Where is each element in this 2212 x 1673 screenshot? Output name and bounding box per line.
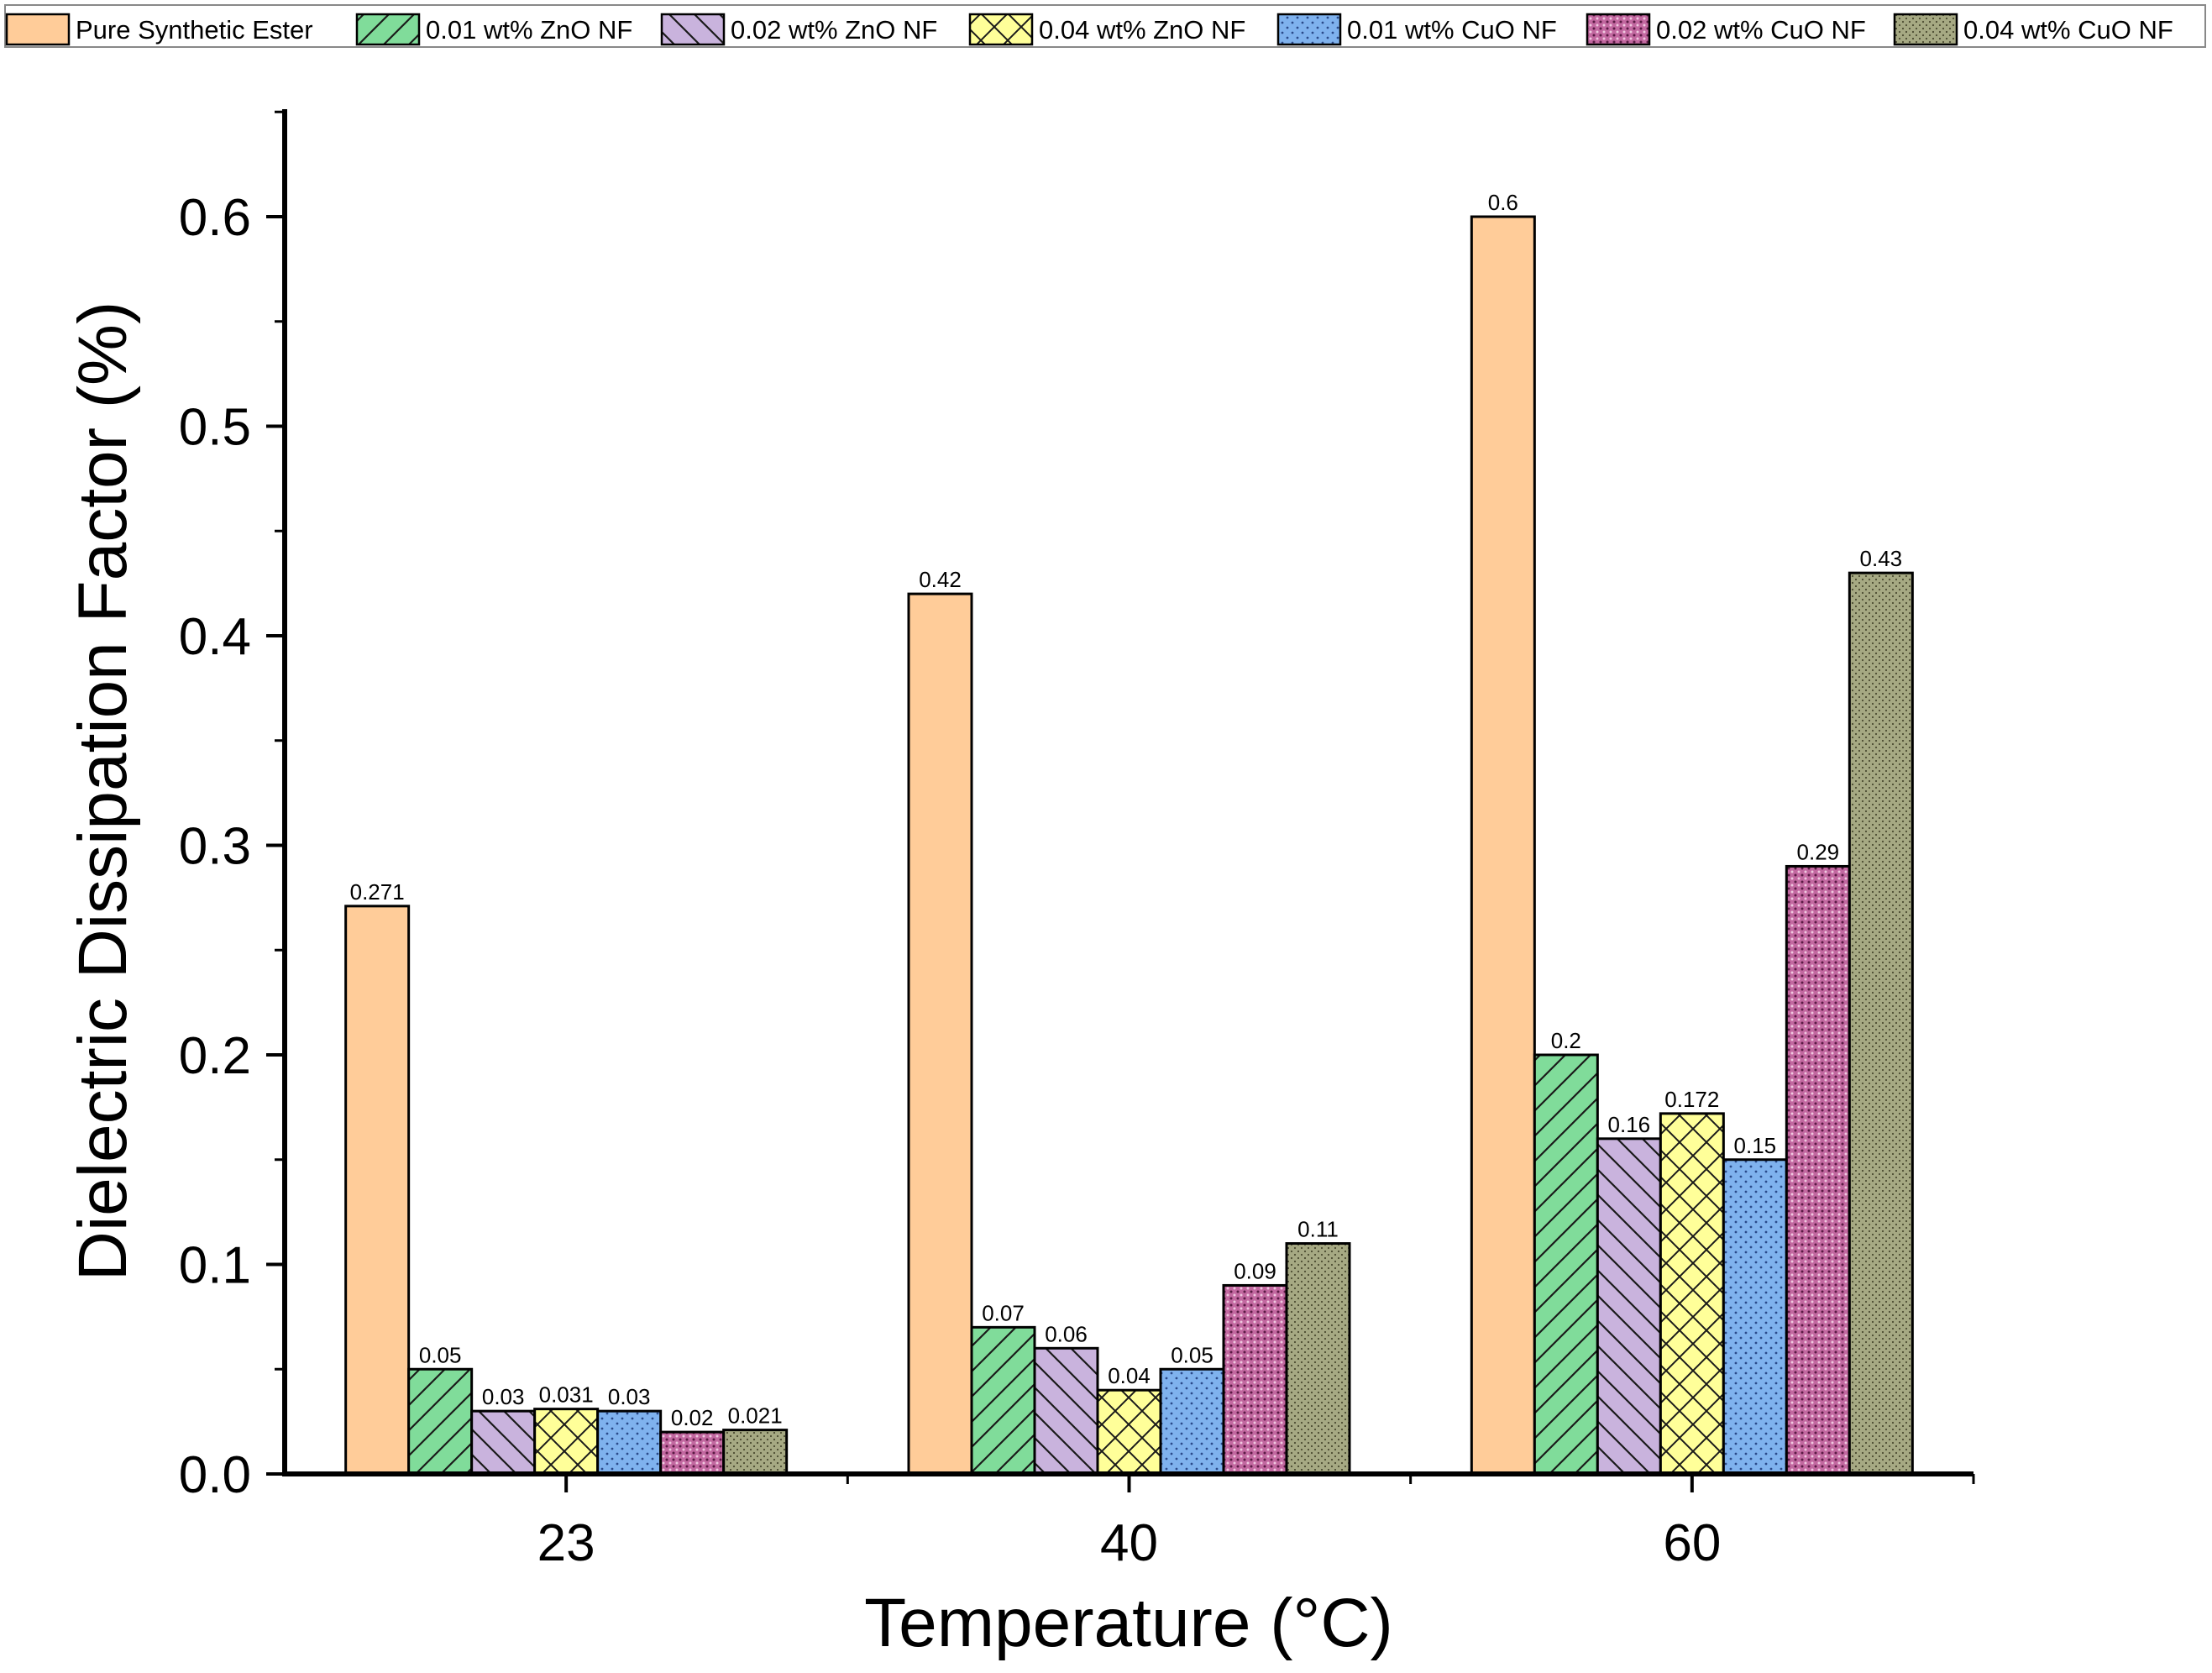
y-tick-label: 0.5 — [179, 399, 251, 457]
data-label: 0.031 — [539, 1382, 594, 1408]
x-tick-label: 40 — [1100, 1514, 1158, 1572]
bar-0-02-wt-zno-nf-40-pattern — [1035, 1348, 1098, 1474]
y-axis-title: Dielectric Dissipation Factor (%) — [65, 302, 141, 1282]
bar-pure-synthetic-ester-40-fill — [909, 594, 972, 1474]
legend-pure-synthetic-ester-swatch-border — [5, 13, 71, 46]
bar-0-04-wt-cuo-nf-23-pattern — [723, 1429, 787, 1474]
legend-0-04-wt-cuo-nf-swatch-pattern — [1895, 14, 1957, 45]
legend-0-01-wt-cuo-nf-label: 0.01 wt% CuO NF — [1347, 15, 1557, 45]
y-tick-label: 0.6 — [179, 189, 251, 247]
x-tick-label: 23 — [537, 1514, 595, 1572]
legend-0-01-wt-zno-nf-label: 0.01 wt% ZnO NF — [426, 15, 632, 45]
bar-0-02-wt-zno-nf-23-pattern — [471, 1411, 535, 1474]
legend-0-04-wt-zno-nf-swatch-pattern — [970, 14, 1032, 45]
legend-pure-synthetic-ester-label: Pure Synthetic Ester — [76, 15, 313, 45]
legend-0-02-wt-zno-nf-swatch-border — [660, 13, 726, 46]
data-label: 0.09 — [1234, 1258, 1276, 1283]
data-label: 0.05 — [1171, 1342, 1213, 1367]
bar-0-02-wt-cuo-nf-60-pattern — [1786, 866, 1850, 1474]
data-label: 0.15 — [1734, 1133, 1777, 1158]
data-labels: 0.271 0.05 0.03 0.031 0.03 0.02 0.021 0.42 0.07 0… — [350, 190, 1903, 1430]
legend-pure-synthetic-ester-swatch — [7, 14, 69, 45]
bar-0-01-wt-cuo-nf-40-pattern — [1161, 1369, 1224, 1474]
data-label: 0.2 — [1551, 1028, 1581, 1053]
legend-0-02-wt-zno-nf-swatch-pattern — [662, 14, 724, 45]
bar-0-04-wt-zno-nf-40-pattern — [1098, 1390, 1161, 1474]
data-label: 0.021 — [728, 1403, 783, 1429]
legend-0-02-wt-cuo-nf-swatch-pattern — [1587, 14, 1649, 45]
data-label: 0.11 — [1297, 1217, 1339, 1242]
data-label: 0.05 — [419, 1342, 462, 1367]
data-label: 0.02 — [671, 1405, 714, 1430]
x-axis-ticks: 23 40 60 — [537, 1474, 1975, 1572]
bar-0-04-wt-zno-nf-23-pattern — [534, 1408, 598, 1474]
data-label: 0.172 — [1664, 1087, 1719, 1112]
legend-0-04-wt-zno-nf-swatch-border — [968, 13, 1034, 46]
y-tick-label: 0.2 — [179, 1027, 251, 1085]
y-tick-label: 0.1 — [179, 1237, 251, 1295]
bar-pure-synthetic-ester-23-fill — [345, 905, 409, 1474]
bar-0-02-wt-cuo-nf-23-pattern — [660, 1432, 724, 1474]
legend-0-04-wt-zno-nf-label: 0.04 wt% ZnO NF — [1039, 15, 1245, 45]
bar-0-01-wt-cuo-nf-60-pattern — [1723, 1159, 1787, 1474]
bar-pure-synthetic-ester-60-fill — [1471, 217, 1535, 1474]
data-label: 0.6 — [1488, 190, 1518, 215]
bar-0-04-wt-cuo-nf-40-pattern — [1287, 1243, 1350, 1474]
bar-0-01-wt-zno-nf-40-pattern — [972, 1327, 1035, 1474]
legend-0-04-wt-cuo-nf-swatch-border — [1893, 13, 1958, 46]
data-label: 0.29 — [1797, 839, 1840, 864]
data-label: 0.271 — [350, 879, 405, 905]
data-label: 0.43 — [1860, 546, 1903, 571]
legend-0-02-wt-zno-nf-label: 0.02 wt% ZnO NF — [731, 15, 937, 45]
bars — [344, 215, 1914, 1476]
bar-0-02-wt-cuo-nf-40-pattern — [1224, 1285, 1287, 1474]
bar-0-04-wt-cuo-nf-60-pattern — [1849, 573, 1913, 1474]
y-tick-label: 0.4 — [179, 608, 251, 666]
data-label: 0.07 — [982, 1300, 1025, 1325]
data-label: 0.06 — [1045, 1321, 1088, 1346]
legend-0-01-wt-cuo-nf-swatch-pattern — [1278, 14, 1340, 45]
bar-0-01-wt-zno-nf-60-pattern — [1534, 1055, 1598, 1474]
data-label: 0.42 — [919, 567, 962, 592]
y-axis-ticks: 0.0 0.1 0.2 0.3 0.4 0.5 0.6 — [179, 110, 285, 1504]
legend-0-01-wt-zno-nf-swatch-border — [355, 13, 421, 46]
data-label: 0.03 — [482, 1384, 525, 1409]
legend-0-04-wt-cuo-nf-label: 0.04 wt% CuO NF — [1963, 15, 2173, 45]
data-label: 0.04 — [1108, 1363, 1151, 1388]
bar-0-04-wt-zno-nf-60-pattern — [1660, 1113, 1724, 1474]
y-tick-label: 0.0 — [179, 1446, 251, 1504]
legend: Pure Synthetic Ester 0.01 wt% ZnO NF 0.02 … — [5, 13, 2173, 46]
bar-0-01-wt-zno-nf-23-pattern — [408, 1369, 472, 1474]
data-label: 0.03 — [608, 1384, 651, 1409]
bar-0-01-wt-cuo-nf-23-pattern — [597, 1411, 661, 1474]
x-tick-label: 60 — [1663, 1514, 1721, 1572]
data-label: 0.16 — [1608, 1112, 1651, 1137]
legend-0-02-wt-cuo-nf-label: 0.02 wt% CuO NF — [1656, 15, 1866, 45]
legend-0-01-wt-zno-nf-swatch-pattern — [357, 14, 419, 45]
legend-0-01-wt-cuo-nf-swatch-border — [1276, 13, 1342, 46]
bar-0-02-wt-zno-nf-60-pattern — [1597, 1138, 1661, 1474]
legend-0-02-wt-cuo-nf-swatch-border — [1586, 13, 1651, 46]
y-tick-label: 0.3 — [179, 818, 251, 876]
x-axis-title: Temperature (°C) — [864, 1585, 1393, 1661]
